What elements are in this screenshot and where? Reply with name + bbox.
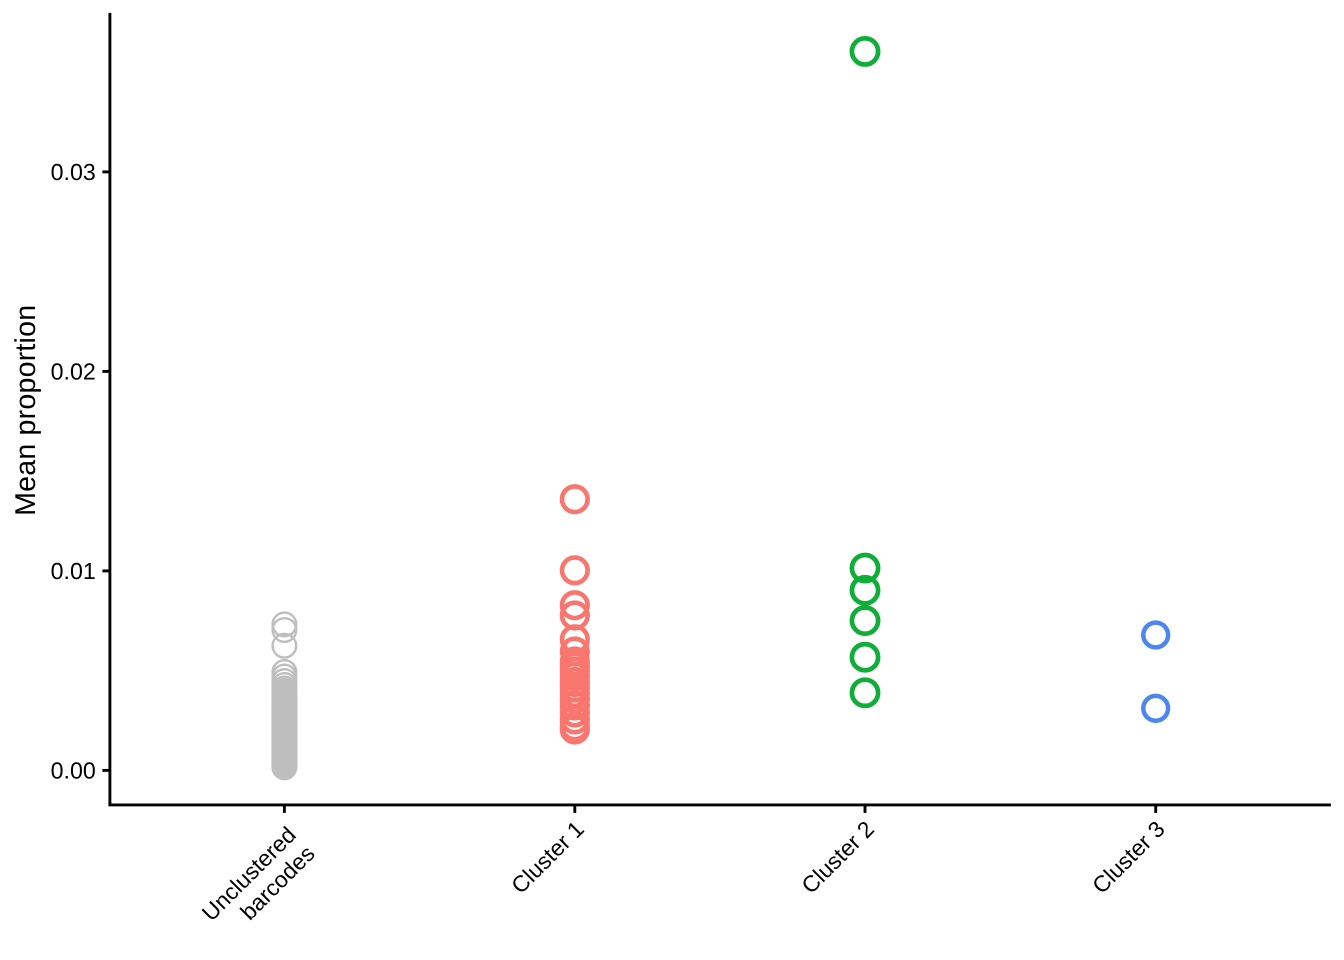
svg-text:0.03: 0.03: [51, 159, 96, 185]
svg-text:Mean proportion: Mean proportion: [10, 305, 42, 516]
svg-text:0.01: 0.01: [51, 558, 96, 584]
svg-text:0.02: 0.02: [51, 358, 96, 384]
svg-text:0.00: 0.00: [51, 757, 96, 783]
